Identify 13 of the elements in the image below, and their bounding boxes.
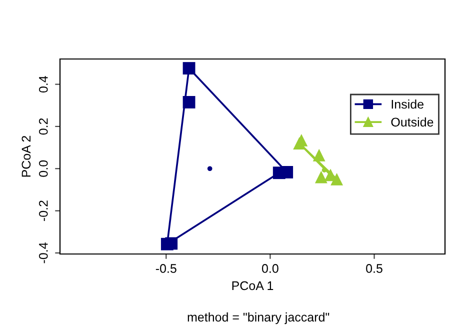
- x-tick-label: -0.5: [156, 264, 176, 273]
- legend-label: Outside: [391, 117, 434, 127]
- y-tick-label: -0.2: [38, 200, 48, 221]
- x-tick-label: 0.0: [262, 264, 278, 273]
- y-tick-label: 0.2: [38, 118, 48, 135]
- y-axis-title: PCoA 2: [22, 136, 31, 177]
- y-tick-label: 0.0: [38, 160, 48, 177]
- text: method = "binary jaccard": [188, 312, 330, 324]
- y-tick-label: 0.4: [38, 76, 48, 92]
- y-tick-label: -0.4: [38, 242, 48, 264]
- legend-label: Inside: [392, 100, 424, 109]
- x-tick-label: 0.5: [366, 264, 382, 273]
- x-axis-title: PCoA 1: [232, 281, 274, 290]
